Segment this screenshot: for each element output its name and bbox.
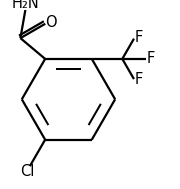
Text: F: F	[146, 51, 154, 66]
Text: F: F	[134, 72, 143, 88]
Text: O: O	[45, 15, 57, 30]
Text: H₂N: H₂N	[12, 0, 39, 11]
Text: F: F	[134, 30, 143, 45]
Text: Cl: Cl	[20, 164, 34, 179]
